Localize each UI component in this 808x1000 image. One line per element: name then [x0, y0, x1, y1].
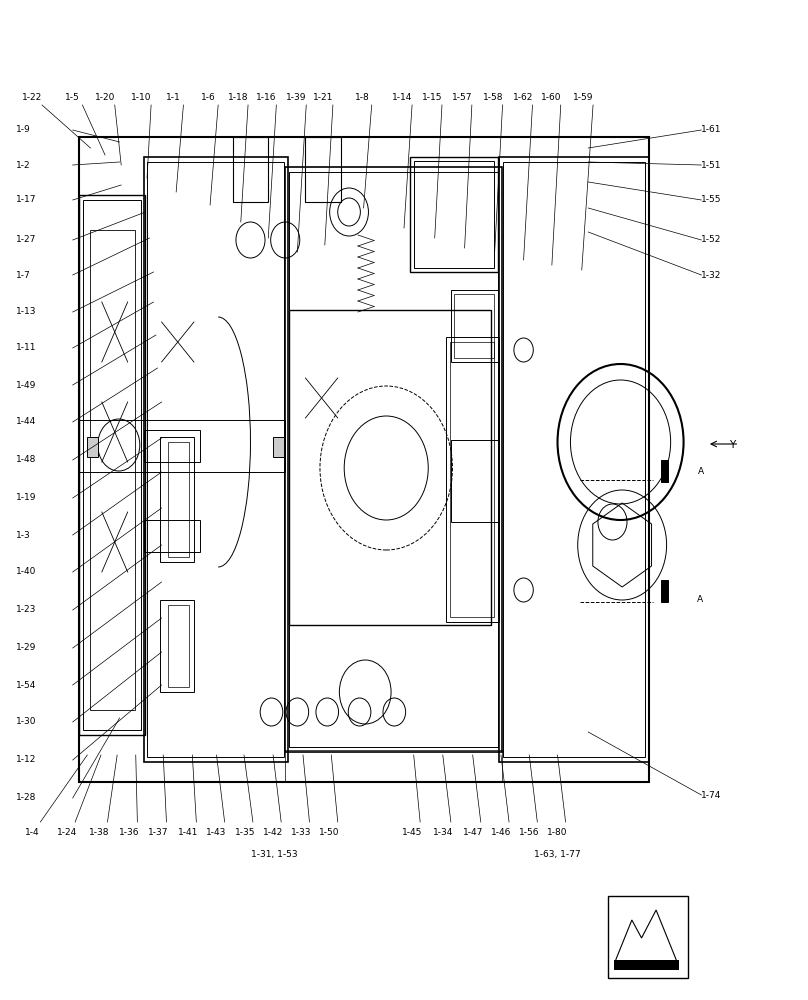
Text: 1-10: 1-10	[131, 93, 152, 102]
Text: 1-7: 1-7	[16, 270, 31, 279]
Bar	[168, 605, 189, 687]
Text: 1-4: 1-4	[25, 828, 40, 837]
Bar	[285, 167, 502, 752]
Bar	[147, 162, 284, 757]
Bar	[454, 294, 494, 358]
Text: 1-24: 1-24	[57, 828, 78, 837]
Text: 1-21: 1-21	[313, 93, 334, 102]
Text: Y: Y	[729, 440, 735, 450]
Bar	[87, 437, 98, 457]
Text: 1-74: 1-74	[701, 790, 722, 800]
Text: 1-12: 1-12	[16, 756, 36, 764]
Text: 1-6: 1-6	[201, 93, 216, 102]
Text: 1-17: 1-17	[16, 196, 36, 205]
Bar	[160, 600, 194, 692]
Text: 1-51: 1-51	[701, 160, 722, 169]
Text: 1-31, 1-53: 1-31, 1-53	[251, 850, 298, 859]
Text: 1-22: 1-22	[22, 93, 43, 102]
Text: 1-13: 1-13	[16, 308, 36, 316]
Bar	[414, 161, 494, 268]
Text: 1-18: 1-18	[228, 93, 249, 102]
Bar	[305, 137, 341, 202]
Text: 1-58: 1-58	[482, 93, 503, 102]
Bar	[451, 440, 498, 522]
Text: 1-44: 1-44	[16, 418, 36, 426]
Text: 1-57: 1-57	[452, 93, 473, 102]
Text: 1-1: 1-1	[166, 93, 181, 102]
Bar	[83, 200, 141, 730]
Text: 1-16: 1-16	[256, 93, 277, 102]
Text: 1-80: 1-80	[547, 828, 568, 837]
Bar	[661, 580, 668, 602]
Text: 1-34: 1-34	[432, 828, 453, 837]
Bar	[661, 460, 668, 482]
Text: 1-43: 1-43	[206, 828, 227, 837]
Text: 1-8: 1-8	[355, 93, 369, 102]
Bar	[289, 172, 498, 747]
Text: 1-28: 1-28	[16, 794, 36, 802]
Bar	[168, 442, 189, 557]
Text: 1-35: 1-35	[234, 828, 255, 837]
Text: 1-3: 1-3	[16, 530, 31, 540]
Text: 1-23: 1-23	[16, 605, 36, 614]
Bar	[451, 290, 498, 362]
Text: 1-41: 1-41	[178, 828, 199, 837]
Text: 1-11: 1-11	[16, 344, 36, 353]
Text: 1-47: 1-47	[462, 828, 483, 837]
Bar	[410, 157, 498, 272]
Text: 1-46: 1-46	[490, 828, 511, 837]
Bar	[503, 162, 645, 757]
Text: 1-60: 1-60	[541, 93, 562, 102]
Text: 1-20: 1-20	[95, 93, 116, 102]
Text: 1-56: 1-56	[519, 828, 540, 837]
Text: 1-63, 1-77: 1-63, 1-77	[534, 850, 581, 859]
Bar	[499, 157, 649, 762]
Text: 1-37: 1-37	[148, 828, 169, 837]
Bar	[289, 310, 491, 625]
Text: 1-49: 1-49	[16, 380, 36, 389]
Bar	[450, 342, 494, 617]
Bar	[446, 337, 499, 622]
Text: 1-27: 1-27	[16, 235, 36, 244]
Text: 1-36: 1-36	[119, 828, 140, 837]
Bar	[144, 520, 200, 552]
Bar	[79, 420, 285, 472]
Text: 1-54: 1-54	[16, 680, 36, 690]
Text: 1-19: 1-19	[16, 493, 36, 502]
Text: 1-2: 1-2	[16, 160, 31, 169]
Text: 1-15: 1-15	[422, 93, 443, 102]
Text: 1-33: 1-33	[291, 828, 312, 837]
Text: 1-40: 1-40	[16, 568, 36, 576]
Bar	[608, 896, 688, 978]
Bar	[285, 750, 502, 782]
Text: 1-52: 1-52	[701, 235, 722, 244]
Bar	[79, 195, 145, 735]
Bar	[79, 137, 649, 782]
Text: 1-42: 1-42	[263, 828, 284, 837]
Bar	[144, 157, 288, 762]
Bar	[273, 437, 284, 457]
Bar	[233, 137, 268, 202]
Text: 1-5: 1-5	[65, 93, 80, 102]
Text: 1-55: 1-55	[701, 196, 722, 205]
Text: 1-39: 1-39	[286, 93, 307, 102]
Text: 1-45: 1-45	[402, 828, 423, 837]
Text: 1-30: 1-30	[16, 718, 36, 726]
Text: A: A	[698, 468, 705, 477]
Text: 1-38: 1-38	[89, 828, 110, 837]
Text: 1-32: 1-32	[701, 270, 722, 279]
Text: 1-9: 1-9	[16, 125, 31, 134]
Bar	[144, 430, 200, 462]
Bar	[90, 230, 135, 710]
Text: 1-48: 1-48	[16, 456, 36, 464]
Text: 1-29: 1-29	[16, 644, 36, 652]
Bar	[160, 437, 194, 562]
Text: A: A	[696, 595, 703, 604]
Text: 1-50: 1-50	[319, 828, 340, 837]
Text: 1-14: 1-14	[392, 93, 413, 102]
Text: 1-62: 1-62	[512, 93, 533, 102]
Text: 1-59: 1-59	[573, 93, 594, 102]
Polygon shape	[614, 960, 679, 970]
Text: 1-61: 1-61	[701, 125, 722, 134]
